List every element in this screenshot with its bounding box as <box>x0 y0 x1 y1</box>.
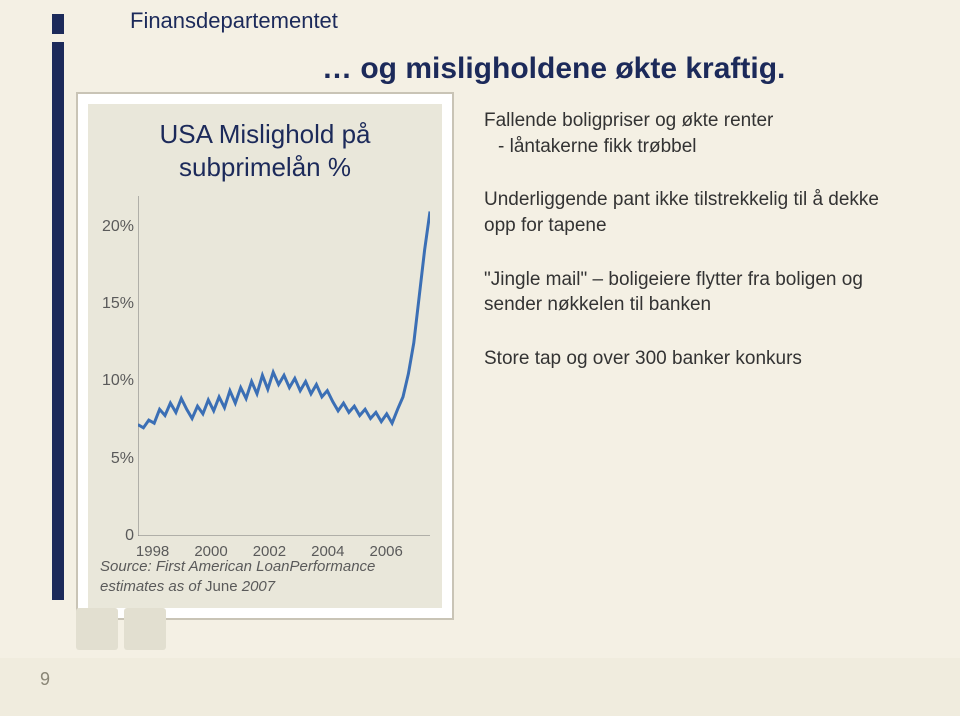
y-tick-label: 0 <box>100 527 134 545</box>
y-tick-label: 5% <box>100 450 134 468</box>
chart-title-line1: USA Mislighold på <box>160 119 371 149</box>
chart-title-line2: subprimelån % <box>179 152 351 182</box>
bullet-block: Fallende boligpriser og økte renter - lå… <box>484 108 914 399</box>
source-month: June <box>205 578 238 595</box>
crest-block <box>124 608 166 650</box>
page-number: 9 <box>40 669 50 690</box>
y-tick-label: 15% <box>100 295 134 313</box>
chart-inner: USA Mislighold på subprimelån % 05%10%15… <box>88 104 442 608</box>
bullet-4: Store tap og over 300 banker konkurs <box>484 346 914 372</box>
left-rail-gap <box>52 34 64 42</box>
chart-svg <box>138 196 430 536</box>
y-tick-label: 10% <box>100 372 134 390</box>
chart-source: Source: First American LoanPerformance e… <box>100 557 375 596</box>
crest-block <box>76 608 118 650</box>
department-label: Finansdepartementet <box>130 8 338 34</box>
bullet-1: Fallende boligpriser og økte renter - lå… <box>484 108 914 159</box>
left-rail <box>52 14 64 600</box>
chart-series <box>138 212 430 428</box>
source-line1: Source: First American LoanPerformance <box>100 558 375 575</box>
bullet-1-text: Fallende boligpriser og økte renter <box>484 110 773 131</box>
source-line2a: estimates as of <box>100 578 205 595</box>
slide-title: … og misligholdene økte kraftig. <box>322 52 785 86</box>
chart-panel: USA Mislighold på subprimelån % 05%10%15… <box>76 92 454 620</box>
slide: Finansdepartementet … og misligholdene ø… <box>0 0 960 716</box>
y-tick-label: 20% <box>100 218 134 236</box>
chart-title: USA Mislighold på subprimelån % <box>88 118 442 183</box>
bullet-3: "Jingle mail" – boligeiere flytter fra b… <box>484 267 914 318</box>
chart-plot: 05%10%15%20%19982000200220042006 <box>138 196 430 536</box>
bullet-2: Underliggende pant ikke tilstrekkelig ti… <box>484 187 914 238</box>
source-line2b: 2007 <box>238 578 276 595</box>
footer-strip <box>0 658 960 716</box>
bullet-1-sub: - låntakerne fikk trøbbel <box>484 134 914 160</box>
